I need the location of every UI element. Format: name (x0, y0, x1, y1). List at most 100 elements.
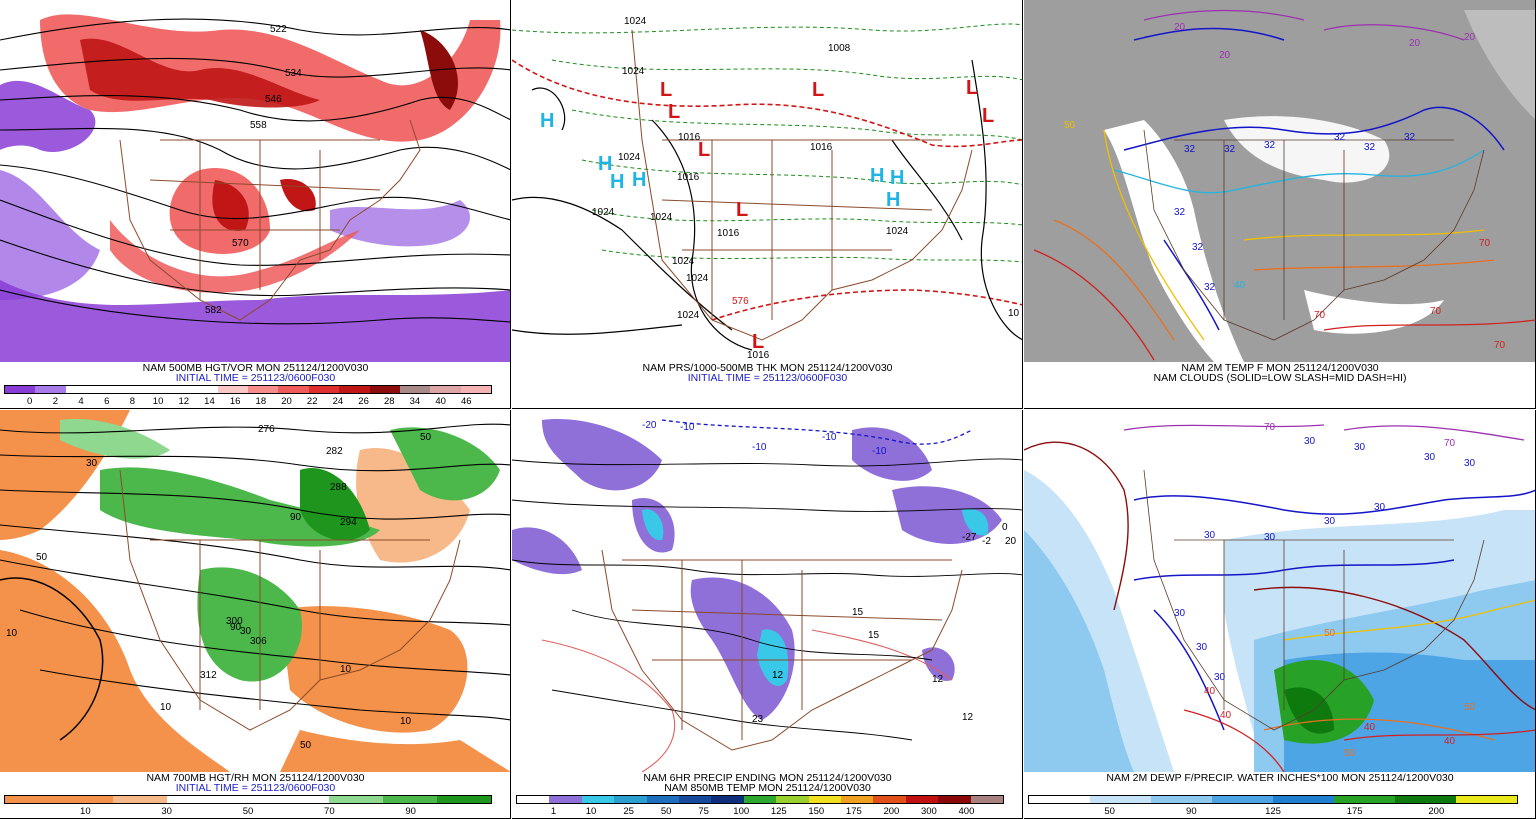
colorbar-swatch (460, 386, 491, 393)
dewpoint-map: 30 30 30 30 30 30 30 30 30 30 30 40 40 4… (1024, 410, 1535, 772)
isobar-label: 1024 (686, 273, 709, 284)
rh-label: 10 (340, 664, 352, 675)
high-pressure-marker: H (632, 169, 646, 191)
colorbar-swatch (59, 796, 113, 803)
isotherm-label: 70 (1430, 306, 1442, 317)
rh-label: 30 (86, 458, 98, 469)
isobar-label: 1008 (828, 43, 851, 54)
colorbar-swatch (126, 386, 157, 393)
dewpoint-label: 30 (1174, 608, 1186, 619)
low-pressure-marker: L (982, 105, 994, 127)
colorbar-label: 26 (358, 396, 369, 407)
colorbar-label: 0 (27, 396, 33, 407)
caption-init-time: INITIAL TIME = 251123/0600F030 (175, 372, 336, 384)
temp-label: -10 (822, 432, 837, 443)
isobar-label: 1024 (677, 310, 700, 321)
isotherm-label: 70 (1479, 238, 1491, 249)
temp-label: 12 (962, 712, 974, 723)
colorbar-label: 1 (550, 806, 557, 817)
low-pressure-marker: L (752, 331, 764, 353)
colorbar-label: 10 (585, 806, 597, 817)
isotherm-label: 32 (1334, 132, 1346, 143)
colorbar-swatch (96, 386, 127, 393)
isotherm-label: 70 (1314, 310, 1326, 321)
colorbar-label: 28 (383, 396, 395, 407)
colorbar-swatch (1456, 796, 1517, 803)
isotherm-label: 70 (1494, 340, 1506, 351)
colorbar-label: 16 (229, 396, 241, 407)
colorbar (4, 795, 492, 804)
vorticity-map: 522 534 546 558 570 582 (0, 0, 510, 362)
colorbar-swatch (399, 386, 431, 393)
rh-label: 50 (300, 740, 312, 751)
hgt-label: 288 (330, 482, 347, 493)
temp-label: -10 (872, 446, 887, 457)
colorbar-label: 22 (306, 396, 318, 407)
temp-label: -27 (962, 532, 977, 543)
dewpoint-label: 30 (1324, 516, 1336, 527)
colorbar-label: 200 (883, 806, 900, 817)
dewpoint-label: 30 (1464, 458, 1476, 469)
low-pressure-marker: L (698, 139, 710, 161)
isobar-label: 1024 (624, 16, 647, 27)
low-pressure-marker: L (736, 199, 748, 221)
temp-label: 20 (1005, 536, 1017, 547)
colorbar-label: 24 (332, 396, 344, 407)
colorbar-swatch (743, 796, 777, 803)
colorbar-swatch (646, 796, 680, 803)
isobar-label: 1024 (622, 66, 645, 77)
temp-label: -2 (982, 536, 991, 547)
precip-map: -10 -10 -10 -10 -20 12 12 12 15 15 -27 -… (512, 410, 1022, 772)
isotherm-label: 32 (1192, 242, 1204, 253)
high-pressure-marker: H (540, 110, 554, 132)
caption-title: NAM 2M DEWP F/PRECIP. WATER INCHES*100 M… (1106, 772, 1454, 784)
colorbar-labels: 10 30 50 70 90 (4, 806, 492, 818)
dewpoint-label: 50 (1344, 748, 1356, 759)
colorbar-label: 175 (1346, 806, 1363, 817)
isobar-label: 1024 (886, 226, 909, 237)
colorbar-swatch (65, 386, 97, 393)
rh-label: 10 (160, 702, 172, 713)
colorbar-swatch (679, 796, 712, 803)
colorbar (516, 795, 1004, 804)
isobar-label: 1016 (677, 172, 700, 183)
dewpoint-label: 70 (1444, 438, 1456, 449)
colorbar-swatch (808, 796, 842, 803)
colorbar (1028, 795, 1518, 804)
panel-500mb-hgt-vor: 522 534 546 558 570 582 NAM 500MB HGT/VO… (0, 0, 511, 409)
temp-label: 23 (752, 714, 764, 725)
temp-label: 15 (868, 630, 880, 641)
colorbar-label: 70 (324, 806, 335, 817)
colorbar-label: 6 (104, 396, 110, 407)
temperature-cloud-map: 20 20 20 20 32 32 32 32 32 32 32 32 32 4… (1024, 0, 1535, 362)
colorbar-label: 100 (733, 806, 750, 817)
colorbar-swatch (5, 386, 36, 393)
dewpoint-label: 30 (1196, 642, 1208, 653)
colorbar-label: 125 (1265, 806, 1281, 817)
colorbar-swatch (841, 796, 874, 803)
dewpoint-label: 30 (1264, 532, 1276, 543)
colorbar-label: 12 (178, 396, 190, 407)
isobar-label: 10 (1008, 308, 1020, 319)
isotherm-label: 32 (1184, 144, 1196, 155)
rh-label: 30 (240, 626, 252, 637)
colorbar-swatch (1151, 796, 1212, 803)
contour-label: 546 (265, 94, 282, 105)
caption-clouds-legend: NAM CLOUDS (SOLID=LOW SLASH=MID DASH=HI) (1153, 372, 1407, 384)
panel-dewpoint-precip-water: 30 30 30 30 30 30 30 30 30 30 30 40 40 4… (1024, 410, 1536, 819)
colorbar-swatch (217, 386, 248, 393)
caption-title: NAM 6HR PRECIP ENDING MON 251124/1200V03… (643, 772, 892, 784)
dewpoint-label: 70 (1264, 422, 1276, 433)
colorbar-swatch (329, 796, 383, 803)
high-pressure-marker: H (870, 165, 884, 187)
colorbar-swatch (549, 796, 582, 803)
isotherm-label: 32 (1404, 132, 1416, 143)
dewpoint-label: 30 (1204, 530, 1216, 541)
dewpoint-label: 30 (1354, 442, 1366, 453)
low-pressure-marker: L (966, 77, 978, 99)
dewpoint-label: 30 (1304, 436, 1316, 447)
colorbar-labels: 0 2 4 6 8 10 12 14 16 18 20 22 24 26 28 34 40 46 (4, 396, 492, 408)
panel-700mb-hgt-rh: 10 10 10 10 30 30 50 50 50 90 90 276 282… (0, 410, 511, 819)
low-pressure-marker: L (660, 79, 672, 101)
temp-label: -10 (752, 442, 767, 453)
